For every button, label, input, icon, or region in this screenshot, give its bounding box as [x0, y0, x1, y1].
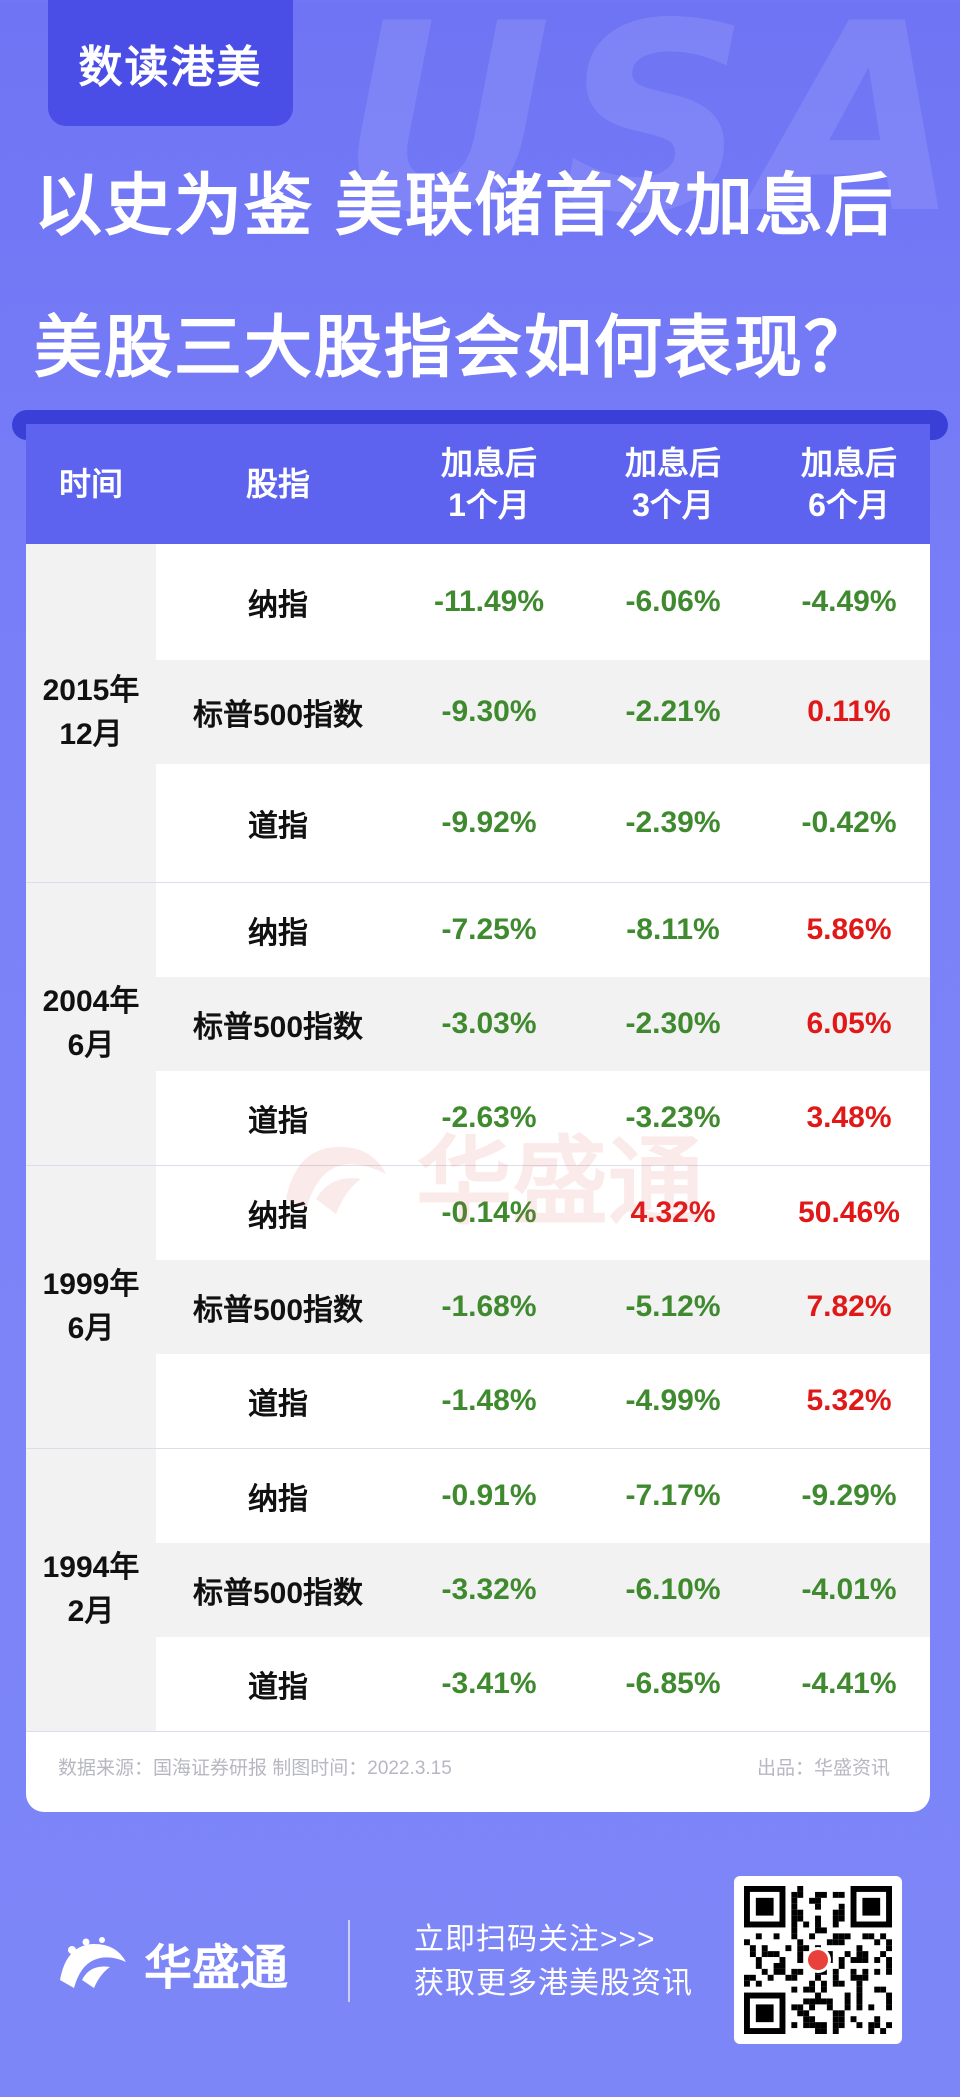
return-m3: -6.85% [625, 1667, 721, 1700]
return-m3: -6.10% [625, 1573, 721, 1606]
index-name: 标普500指数 [192, 1294, 364, 1327]
index-name: 纳指 [248, 1483, 308, 1516]
source-note: 数据来源：国海证券研报 制图时间：2022.3.15 [58, 1757, 452, 1779]
table-row: 纳指 -11.49% -6.06% -4.49% [156, 544, 930, 660]
header-6-month: 加息后 6个月 [800, 445, 897, 523]
index-name: 道指 [248, 1671, 308, 1704]
period-group: 2004年 6月 纳指 -7.25% -8.11% 5.86% 标普500指数 -3.03%… [26, 883, 930, 1166]
table-row: 道指 -3.41% -6.85% -4.41% [156, 1637, 930, 1731]
qr-code[interactable] [734, 1876, 902, 2044]
table-header: 时间 股指 加息后 1个月 加息后 3个月 加息后 6个月 [26, 424, 930, 544]
return-m1: -2.63% [441, 1101, 537, 1134]
return-m6: 0.11% [807, 695, 891, 728]
background-usa-text: USA [340, 0, 960, 271]
header-time: 时间 [58, 466, 123, 502]
return-m1: -9.30% [441, 695, 537, 728]
header-index: 股指 [245, 466, 310, 502]
table-row: 道指 -2.63% -3.23% 3.48% [156, 1071, 930, 1165]
return-m3: -2.30% [625, 1007, 721, 1040]
period-group: 1994年 2月 纳指 -0.91% -7.17% -9.29% 标普500指数 -3.32… [26, 1449, 930, 1732]
header-3-month: 加息后 3个月 [624, 445, 721, 523]
qr-code-image [744, 1886, 892, 2034]
index-name: 纳指 [248, 589, 308, 622]
return-m6: -9.29% [801, 1479, 897, 1512]
publisher-note: 出品：华盛资讯 [756, 1757, 890, 1779]
return-m1: -0.91% [441, 1479, 537, 1512]
footer-logo: 华盛通 [56, 1928, 288, 1998]
return-m6: -4.01% [801, 1573, 897, 1606]
huashengtong-logo-icon [60, 1937, 126, 1988]
return-m3: -7.17% [625, 1479, 721, 1512]
return-m1: -0.14% [441, 1196, 537, 1229]
return-m1: -3.32% [441, 1573, 537, 1606]
header-1-month: 加息后 1个月 [440, 445, 537, 523]
index-name: 道指 [248, 1105, 308, 1138]
return-m1: -3.41% [441, 1667, 537, 1700]
table-body: 2015年 12月 纳指 -11.49% -6.06% -4.49% 标普500指数 -9.… [26, 544, 930, 1732]
return-m3: -6.06% [625, 585, 721, 618]
return-m6: 3.48% [806, 1101, 892, 1134]
return-m3: -8.11% [626, 913, 720, 946]
period-group: 1999年 6月 纳指 -0.14% 4.32% 50.46% 标普500指数 -1.68%… [26, 1166, 930, 1449]
footer: 华盛通 立即扫码关注>>> 获取更多港美股资讯 [0, 1870, 960, 2097]
return-m6: -4.41% [801, 1667, 897, 1700]
return-m1: -1.68% [441, 1290, 537, 1323]
source-bar: 数据来源：国海证券研报 制图时间：2022.3.15 出品：华盛资讯 [26, 1720, 930, 1812]
index-name: 纳指 [248, 1200, 308, 1233]
headline-line-1: 以史为鉴 美联储首次加息后 [34, 168, 895, 244]
follow-cta: 立即扫码关注>>> 获取更多港美股资讯 [414, 1918, 693, 2006]
return-m3: 4.32% [630, 1196, 716, 1229]
table-row: 标普500指数 -9.30% -2.21% 0.11% [156, 660, 930, 764]
return-m1: -3.03% [441, 1007, 537, 1040]
return-m6: 6.05% [806, 1007, 892, 1040]
return-m6: -0.42% [801, 806, 897, 839]
table-row: 纳指 -7.25% -8.11% 5.86% [156, 883, 930, 977]
return-m1: -1.48% [441, 1384, 537, 1417]
period-group: 2015年 12月 纳指 -11.49% -6.06% -4.49% 标普500指数 -9.… [26, 544, 930, 883]
table-row: 道指 -9.92% -2.39% -0.42% [156, 764, 930, 882]
table-row: 纳指 -0.14% 4.32% 50.46% [156, 1166, 930, 1260]
index-name: 道指 [248, 1388, 308, 1421]
headline-line-2: 美股三大股指会如何表现？ [34, 310, 875, 386]
period-label: 2004年 6月 [26, 883, 156, 1165]
return-m3: -5.12% [625, 1290, 721, 1323]
table-row: 标普500指数 -1.68% -5.12% 7.82% [156, 1260, 930, 1354]
period-label: 2015年 12月 [26, 544, 156, 882]
index-name: 道指 [248, 810, 308, 843]
return-m6: 50.46% [798, 1196, 900, 1229]
return-m3: -3.23% [625, 1101, 721, 1134]
return-m6: 7.82% [806, 1290, 892, 1323]
logo-text: 华盛通 [144, 1942, 289, 1995]
return-m6: 5.32% [806, 1384, 892, 1417]
return-m1: -11.49% [433, 585, 545, 618]
data-table-card: 时间 股指 加息后 1个月 加息后 3个月 加息后 6个月 2015年 12月纳… [26, 424, 930, 1812]
table-row: 标普500指数 -3.03% -2.30% 6.05% [156, 977, 930, 1071]
return-m1: -7.25% [441, 913, 537, 946]
period-label: 1999年 6月 [26, 1166, 156, 1448]
cta-line-2: 获取更多港美股资讯 [414, 1967, 693, 2000]
return-m6: 5.86% [806, 913, 892, 946]
index-name: 标普500指数 [192, 699, 364, 732]
cta-line-1: 立即扫码关注>>> [414, 1923, 656, 1956]
column-tag: 数读港美 [48, 0, 293, 126]
period-label: 1994年 2月 [26, 1449, 156, 1731]
return-m1: -9.92% [441, 806, 537, 839]
return-m3: -4.99% [625, 1384, 721, 1417]
table-row: 道指 -1.48% -4.99% 5.32% [156, 1354, 930, 1448]
return-m3: -2.39% [625, 806, 721, 839]
index-name: 纳指 [248, 917, 308, 950]
table-row: 纳指 -0.91% -7.17% -9.29% [156, 1449, 930, 1543]
index-name: 标普500指数 [192, 1577, 364, 1610]
table-row: 标普500指数 -3.32% -6.10% -4.01% [156, 1543, 930, 1637]
index-name: 标普500指数 [192, 1011, 364, 1044]
footer-divider [348, 1920, 350, 2002]
return-m6: -4.49% [801, 585, 897, 618]
return-m3: -2.21% [625, 695, 721, 728]
